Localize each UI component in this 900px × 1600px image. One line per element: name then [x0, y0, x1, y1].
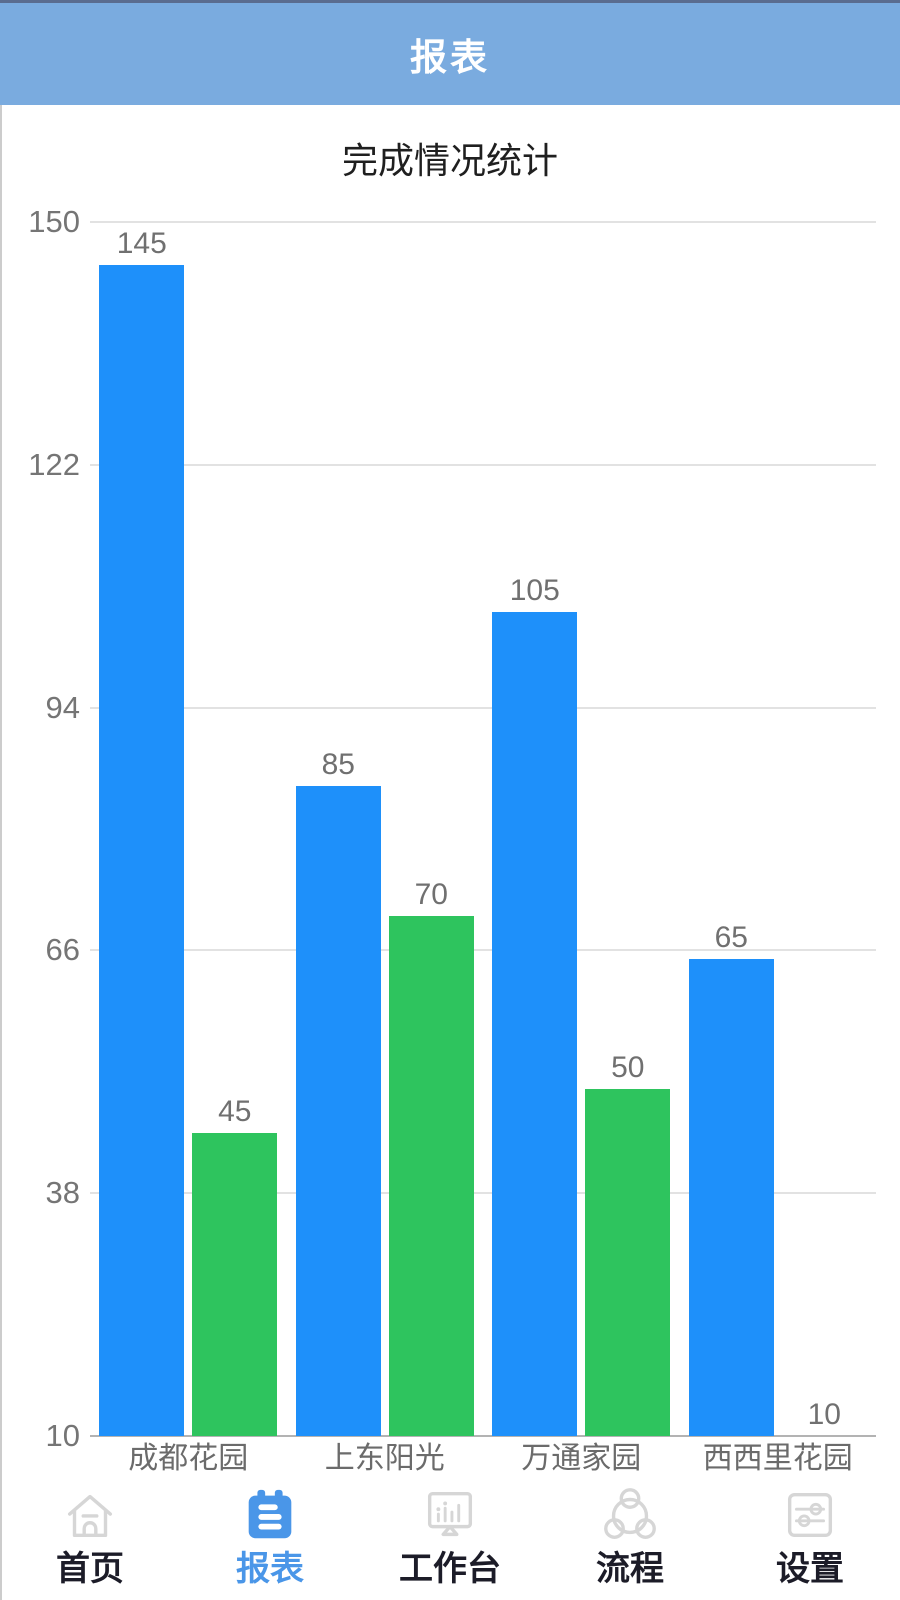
gridline [90, 463, 876, 466]
nav-item-process[interactable]: 流程 [540, 1478, 720, 1600]
category-label: 万通家园 [521, 1442, 642, 1475]
category-label: 西西里花园 [702, 1442, 853, 1475]
bar[interactable] [492, 612, 578, 1436]
bar-value-label: 10 [807, 1398, 841, 1431]
app-header: 报表 [0, 3, 900, 105]
gridline [90, 706, 876, 709]
bar-value-label: 85 [321, 747, 355, 781]
bar[interactable] [388, 915, 474, 1436]
nav-label-settings: 设置 [776, 1550, 844, 1588]
workbench-icon [427, 1491, 473, 1537]
nav-item-home[interactable]: 首页 [0, 1478, 180, 1600]
nav-item-report[interactable]: 报表 [180, 1478, 360, 1600]
status-bar-line [0, 0, 900, 3]
bar-value-label: 50 [611, 1051, 645, 1085]
gridline [90, 221, 876, 223]
gridline [90, 949, 876, 952]
y-axis-tick-label: 66 [45, 932, 80, 968]
y-axis-tick-label: 38 [45, 1175, 80, 1211]
nav-label-report: 报表 [236, 1550, 304, 1588]
bar[interactable] [192, 1132, 278, 1436]
nav-label-process: 流程 [596, 1550, 664, 1588]
y-axis-tick-label: 122 [28, 446, 80, 482]
category-label: 成都花园 [128, 1442, 249, 1475]
settings-icon [787, 1492, 833, 1538]
chart-title: 完成情况统计 [341, 140, 558, 181]
x-axis-line [90, 1435, 876, 1437]
y-axis-tick-label: 94 [45, 689, 80, 725]
bar[interactable] [99, 265, 185, 1436]
bar-value-label: 65 [714, 921, 748, 955]
process-icon [604, 1488, 656, 1539]
bar[interactable] [688, 959, 774, 1436]
nav-item-workbench[interactable]: 工作台 [360, 1478, 540, 1600]
bar[interactable] [295, 785, 381, 1436]
y-axis-tick-label: 10 [45, 1418, 80, 1453]
bar-value-label: 70 [414, 877, 448, 911]
bar-value-label: 105 [509, 574, 560, 608]
left-frame-border [0, 105, 2, 1600]
gridline [90, 1192, 876, 1195]
report-icon [248, 1489, 292, 1539]
bar-value-label: 145 [116, 227, 167, 261]
bottom-nav: 首页 报表 工作台 [0, 1478, 900, 1600]
nav-item-settings[interactable]: 设置 [720, 1478, 900, 1600]
bar[interactable] [585, 1089, 671, 1436]
y-axis-tick-label: 150 [28, 204, 80, 239]
nav-label-workbench: 工作台 [399, 1550, 501, 1588]
nav-label-home: 首页 [56, 1550, 124, 1588]
category-label: 上东阳光 [324, 1442, 445, 1475]
bar-value-label: 45 [218, 1094, 252, 1128]
page-title: 报表 [410, 37, 490, 78]
home-icon [67, 1494, 113, 1538]
